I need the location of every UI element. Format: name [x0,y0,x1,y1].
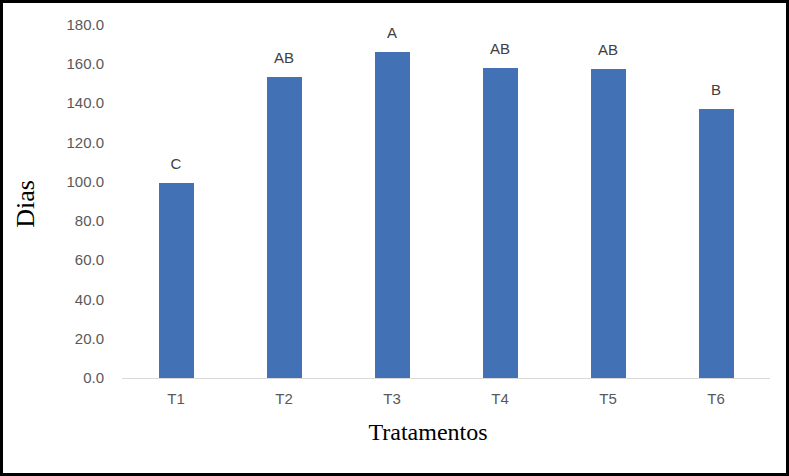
bar-slot: B [662,25,770,378]
y-tick-label: 60.0 [3,251,104,269]
bars-row: C AB A AB AB B [122,25,770,378]
y-tick-label: 80.0 [3,212,104,230]
bar-slot: AB [446,25,554,378]
y-tick-label: 180.0 [3,16,104,34]
bar-letter-label: AB [490,41,510,57]
bar-letter-label: A [387,25,397,41]
x-tick-label: T5 [554,390,662,407]
y-tick-label: 40.0 [3,291,104,309]
y-tick-label: 160.0 [3,55,104,73]
y-axis-ticks: 180.0160.0140.0120.0100.080.060.040.020.… [3,25,104,378]
bar-slot: AB [230,25,338,378]
x-tick-label: T1 [122,390,230,407]
x-axis-ticks: T1T2T3T4T5T6 [122,390,770,407]
bar [159,183,194,378]
plot-area: C AB A AB AB B [122,25,770,379]
chart-frame: Dias 180.0160.0140.0120.0100.080.060.040… [0,0,789,476]
bar [699,109,734,378]
x-tick-label: T2 [230,390,338,407]
y-tick-label: 140.0 [3,94,104,112]
bar [375,52,410,378]
y-tick-label: 120.0 [3,134,104,152]
bar-slot: AB [554,25,662,378]
x-tick-label: T3 [338,390,446,407]
bar-letter-label: AB [598,42,618,58]
y-tick-label: 20.0 [3,330,104,348]
bar [591,69,626,378]
bar-slot: A [338,25,446,378]
bar [483,68,518,378]
y-tick-label: 0.0 [3,369,104,387]
x-axis-title: Tratamentos [104,419,752,446]
bar-letter-label: C [171,156,182,172]
x-tick-label: T6 [662,390,770,407]
bar [267,77,302,378]
bar-slot: C [122,25,230,378]
y-tick-label: 100.0 [3,173,104,191]
bar-letter-label: AB [274,50,294,66]
x-tick-label: T4 [446,390,554,407]
bar-letter-label: B [711,82,721,98]
